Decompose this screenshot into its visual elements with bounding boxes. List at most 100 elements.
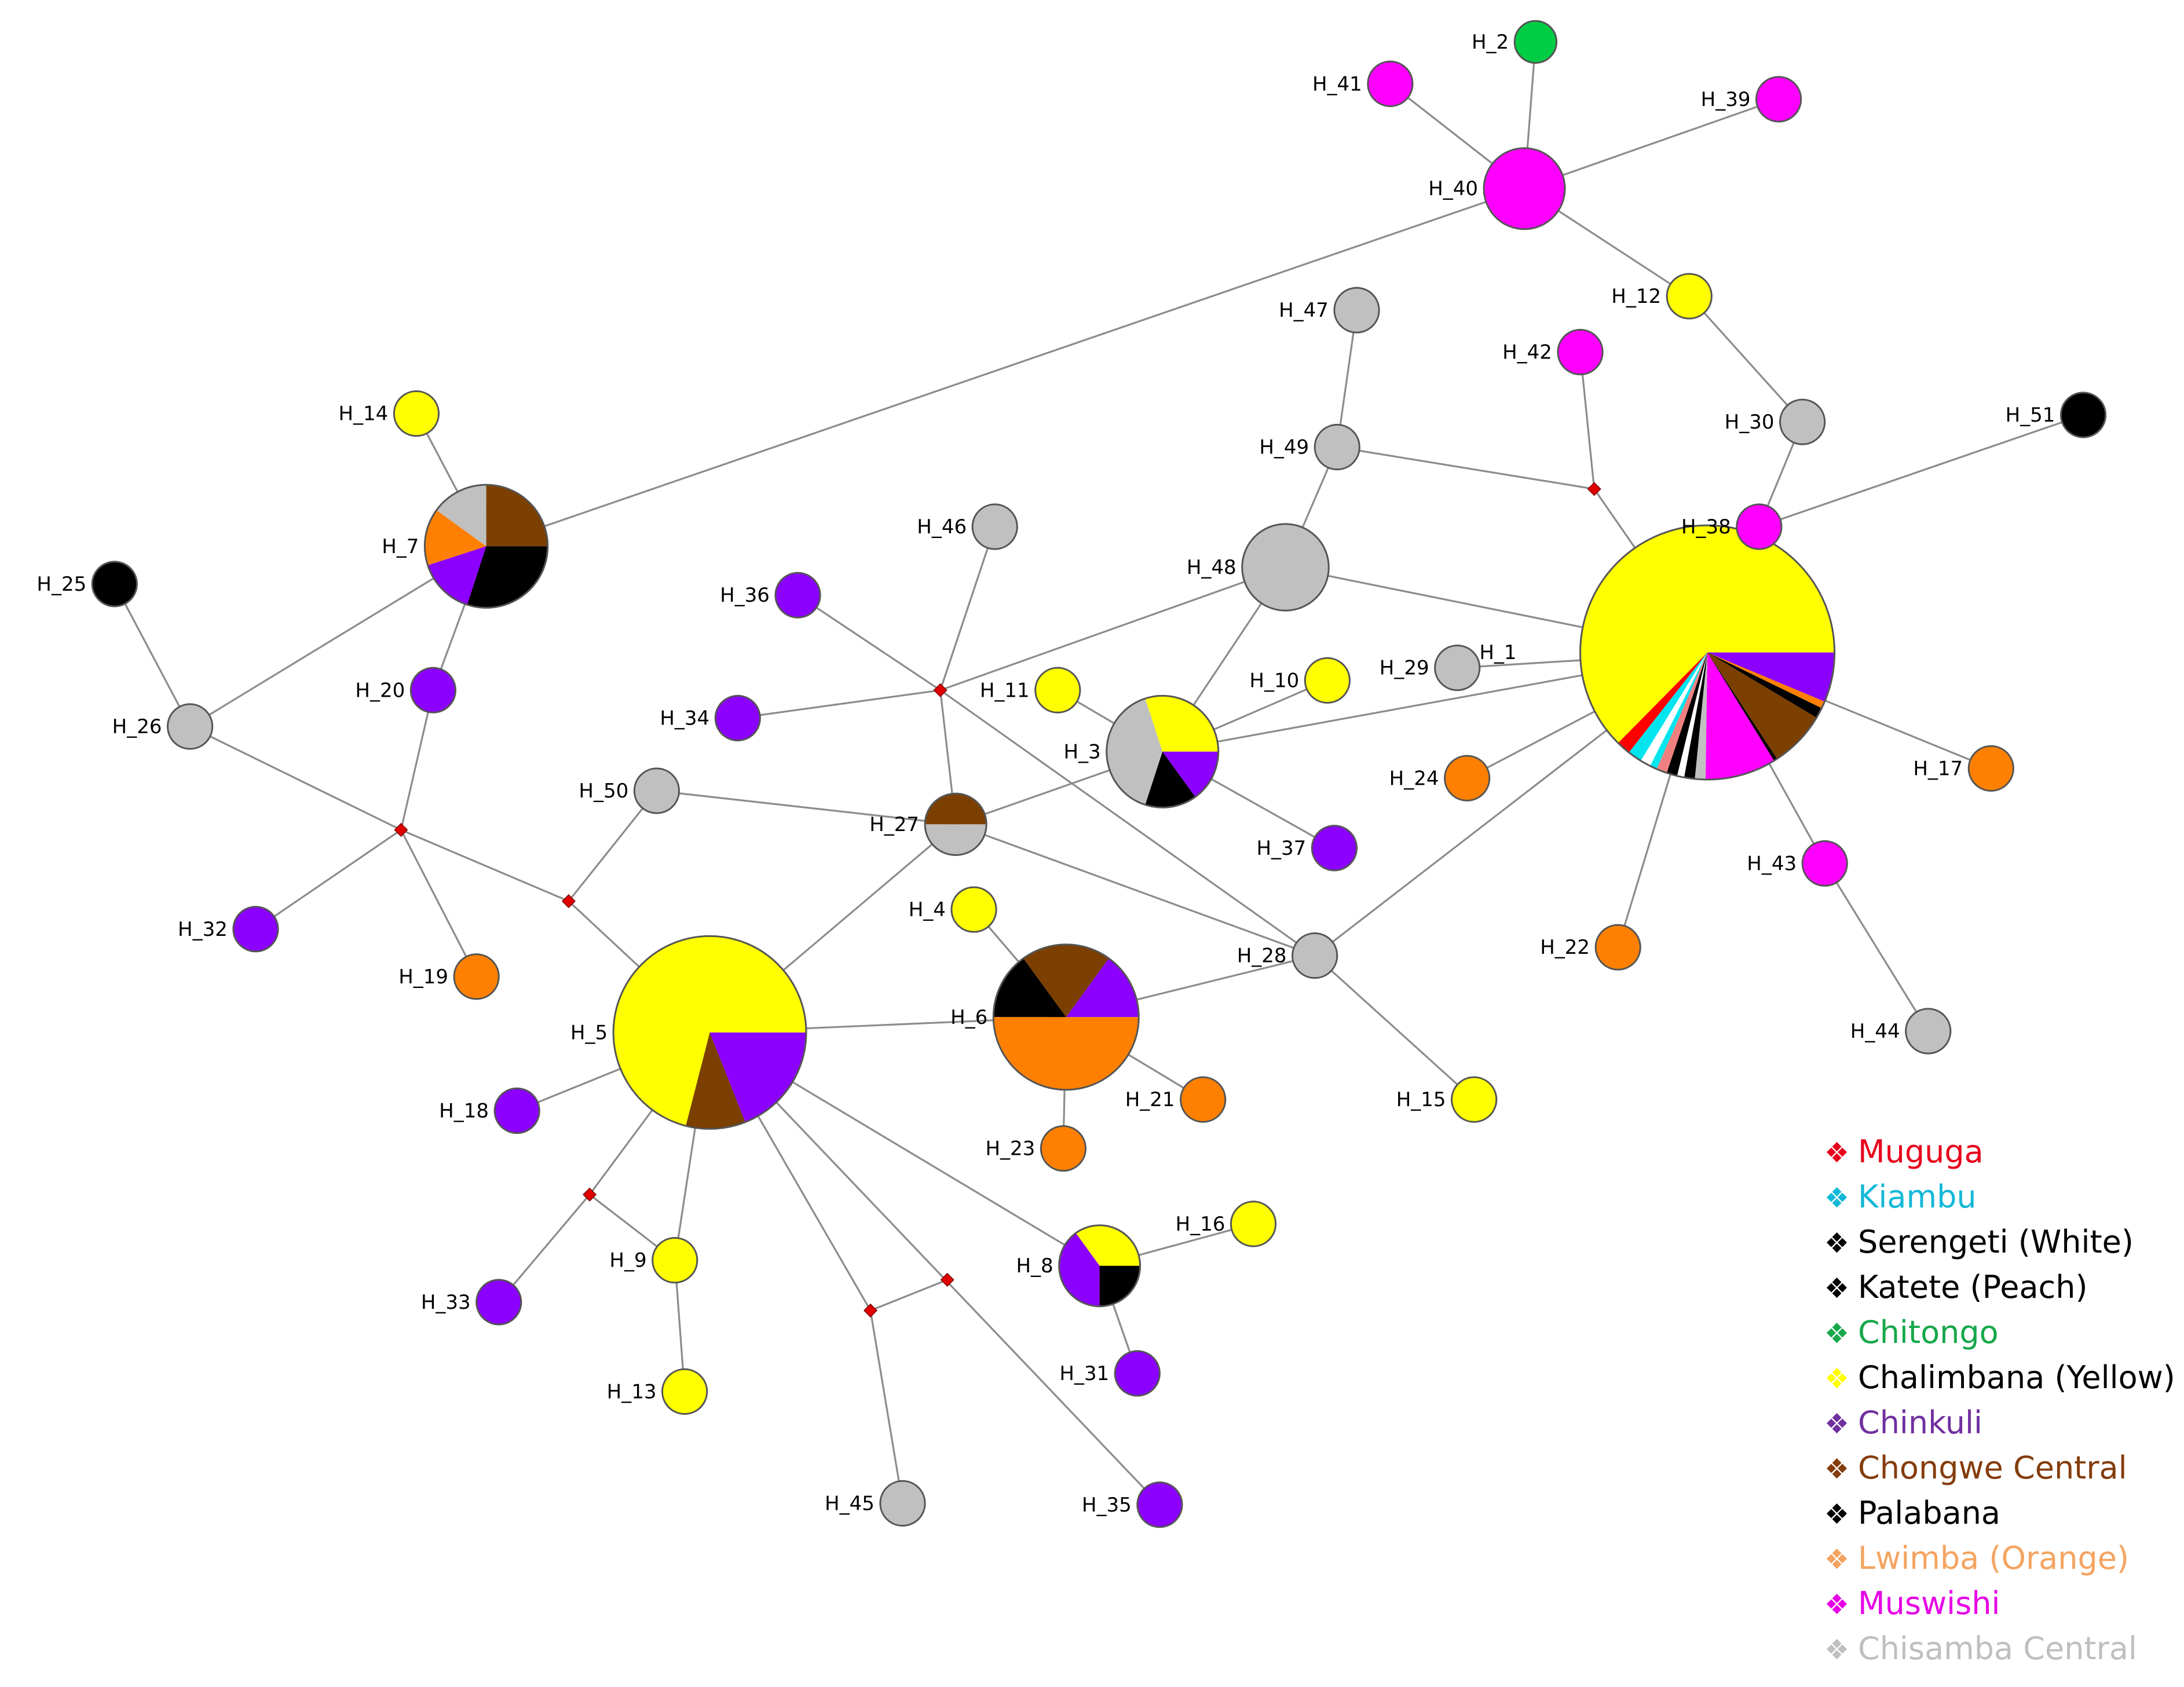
node-H_45[interactable]: H_45 (825, 1480, 926, 1527)
node-H_10[interactable]: H_10 (1249, 657, 1351, 704)
pie-slice (709, 1032, 807, 1122)
node-H_36[interactable]: H_36 (720, 572, 821, 619)
pie-slice (1905, 1008, 1951, 1054)
node-H_23[interactable]: H_23 (985, 1125, 1087, 1172)
node-H_49[interactable]: H_49 (1259, 423, 1360, 471)
node-label: H_11 (980, 679, 1030, 702)
node-H_37[interactable]: H_37 (1256, 825, 1358, 872)
pie-slice (880, 1481, 925, 1526)
node-H_16[interactable]: H_16 (1176, 1201, 1277, 1247)
node-label: H_8 (1016, 1254, 1053, 1278)
node-outline (393, 390, 440, 437)
node-H_42[interactable]: H_42 (1502, 328, 1604, 376)
node-outline (423, 484, 549, 609)
node-label: H_10 (1249, 669, 1299, 692)
legend-bullet-icon: ❖ (1824, 1318, 1850, 1350)
edge-mv5-H_33 (498, 1194, 591, 1303)
node-label: H_29 (1380, 657, 1429, 680)
edge-H_26-H_25 (114, 583, 191, 727)
node-H_11[interactable]: H_11 (980, 667, 1081, 713)
node-H_38[interactable]: H_38 (1681, 503, 1783, 550)
node-H_2[interactable]: H_2 (1472, 20, 1558, 64)
pie-slice (652, 1238, 697, 1283)
node-H_31[interactable]: H_31 (1059, 1350, 1161, 1397)
pie-slice (1242, 524, 1329, 611)
node-H_17[interactable]: H_17 (1913, 745, 2014, 792)
node-outline (1666, 273, 1713, 320)
pie-slice (1756, 76, 1801, 122)
node-outline (879, 1480, 926, 1527)
node-H_19[interactable]: H_19 (398, 953, 500, 1000)
legend-item: ❖ Palabana (1824, 1491, 2172, 1536)
node-H_29[interactable]: H_29 (1380, 645, 1481, 691)
node-outline (1136, 1481, 1183, 1528)
node-label: H_32 (178, 918, 228, 941)
node-H_8[interactable]: H_8 (1016, 1224, 1142, 1308)
node-H_30[interactable]: H_30 (1725, 398, 1826, 445)
legend-item: ❖ Chinkuli (1824, 1400, 2172, 1446)
node-label: H_41 (1312, 72, 1362, 96)
node-H_33[interactable]: H_33 (421, 1279, 522, 1326)
node-H_35[interactable]: H_35 (1082, 1481, 1183, 1528)
node-H_21[interactable]: H_21 (1125, 1076, 1227, 1123)
node-H_9[interactable]: H_9 (609, 1236, 698, 1284)
pie-slice (233, 906, 279, 952)
pie-slice (1041, 1126, 1086, 1171)
node-H_34[interactable]: H_34 (660, 694, 761, 742)
node-H_22[interactable]: H_22 (1540, 924, 1641, 971)
pie-slice (634, 768, 679, 814)
node-H_39[interactable]: H_39 (1701, 76, 1802, 123)
node-H_43[interactable]: H_43 (1747, 840, 1848, 887)
node-H_40[interactable]: H_40 (1428, 147, 1566, 230)
node-H_5[interactable]: H_5 (570, 935, 807, 1130)
node-H_50[interactable]: H_50 (579, 767, 680, 814)
node-H_12[interactable]: H_12 (1611, 273, 1713, 320)
pie-slice (993, 958, 1066, 1018)
pie-slice (411, 668, 456, 713)
pie-slice (495, 1088, 540, 1133)
node-H_20[interactable]: H_20 (355, 667, 456, 713)
node-H_47[interactable]: H_47 (1279, 287, 1380, 334)
node-H_3[interactable]: H_3 (1063, 694, 1220, 808)
node-outline (1755, 76, 1802, 123)
node-H_32[interactable]: H_32 (178, 906, 279, 953)
node-label: H_17 (1913, 757, 1963, 780)
legend-bullet-icon: ❖ (1824, 1408, 1850, 1440)
node-H_25[interactable]: H_25 (36, 561, 138, 608)
median-vector-mv7 (863, 1303, 878, 1318)
node-H_14[interactable]: H_14 (338, 390, 440, 437)
node-H_1[interactable]: H_1 (1479, 524, 1836, 781)
node-outline (1114, 1350, 1161, 1397)
pie-slice (1596, 925, 1641, 970)
node-outline (1801, 840, 1848, 887)
legend-label: Chitongo (1858, 1314, 1999, 1351)
node-H_7[interactable]: H_7 (382, 484, 549, 609)
node-label: H_9 (609, 1249, 646, 1272)
node-H_51[interactable]: H_51 (2006, 391, 2107, 438)
node-H_18[interactable]: H_18 (439, 1087, 540, 1135)
edge-H_43-H_44 (1824, 863, 1929, 1032)
node-label: H_4 (909, 898, 946, 921)
node-H_28[interactable]: H_28 (1237, 932, 1338, 979)
node-H_15[interactable]: H_15 (1396, 1076, 1498, 1123)
node-H_24[interactable]: H_24 (1389, 755, 1491, 802)
node-H_13[interactable]: H_13 (607, 1368, 708, 1415)
node-H_6[interactable]: H_6 (950, 943, 1140, 1091)
edge-mv3-H_32 (255, 829, 402, 930)
node-label: H_28 (1237, 945, 1287, 968)
node-H_41[interactable]: H_41 (1312, 60, 1414, 107)
pie-slice (1075, 1225, 1140, 1266)
node-outline (1311, 825, 1358, 872)
node-H_26[interactable]: H_26 (112, 703, 214, 750)
node-H_48[interactable]: H_48 (1187, 523, 1330, 612)
node-label: H_7 (382, 535, 419, 558)
node-H_4[interactable]: H_4 (909, 886, 997, 933)
node-H_44[interactable]: H_44 (1850, 1008, 1952, 1055)
node-H_46[interactable]: H_46 (917, 503, 1018, 550)
node-H_27[interactable]: H_27 (869, 792, 987, 856)
node-outline (1333, 287, 1380, 334)
node-outline (1292, 932, 1338, 979)
node-label: H_12 (1611, 285, 1661, 308)
pie-slice (1802, 841, 1848, 886)
node-outline (475, 1279, 522, 1326)
